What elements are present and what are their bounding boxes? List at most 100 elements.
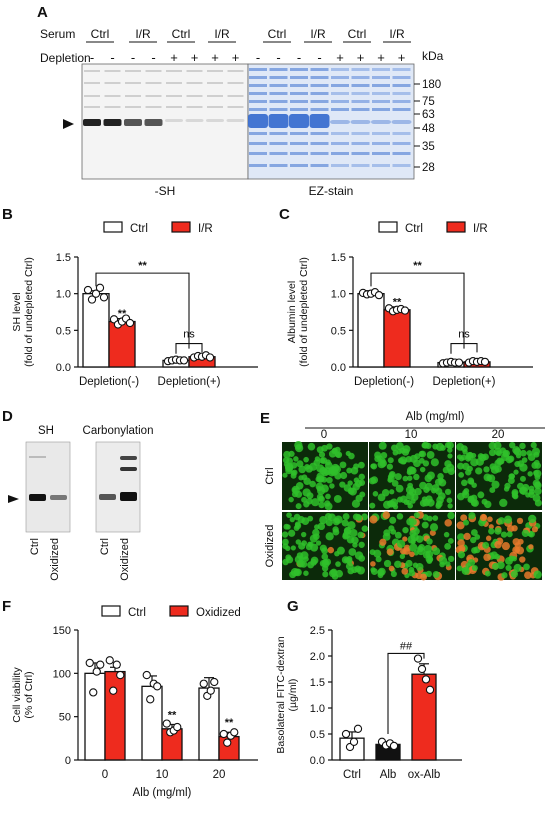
cell: [346, 467, 353, 474]
cell: [341, 519, 349, 527]
cell: [306, 498, 313, 505]
cell: [510, 570, 518, 578]
lane-label: Ctrl: [29, 538, 41, 555]
cell: [447, 538, 454, 544]
cell: [466, 451, 474, 459]
protein-band: [392, 164, 411, 167]
depletion-label: Depletion: [40, 51, 91, 65]
protein-band: [290, 76, 308, 79]
cell: [534, 462, 542, 469]
panel-c: C 0.0 0.5 1.0 1.5 Albumin level (fold of unde…: [275, 200, 550, 395]
faint-band: [145, 106, 162, 108]
cell: [493, 441, 502, 450]
cell: [488, 449, 496, 457]
protein-band: [392, 68, 411, 71]
cell: [322, 571, 329, 578]
protein-band: [249, 84, 267, 87]
cell: [468, 512, 476, 520]
bar-oxidized-0: [104, 670, 126, 761]
cell: [514, 542, 521, 549]
sig-bracket: [370, 272, 465, 349]
depletion-sign: -: [110, 50, 114, 65]
cell: [457, 551, 466, 559]
cell: [352, 542, 358, 548]
data-point: [374, 290, 384, 300]
cell: [300, 531, 307, 538]
data-point: [146, 695, 155, 704]
cell: [463, 519, 470, 526]
micrograph-oxidized-0: [281, 512, 369, 580]
faint-band: [125, 95, 141, 97]
cell: [358, 461, 365, 469]
protein-band: [310, 132, 329, 135]
protein-band: [310, 76, 329, 79]
protein-band: [351, 142, 370, 145]
cell: [368, 477, 377, 485]
faint-band: [166, 106, 182, 108]
data-point: [480, 357, 490, 367]
protein-band: [372, 100, 390, 103]
cell: [288, 496, 294, 503]
cell: [387, 457, 394, 464]
cell: [348, 452, 355, 460]
protein-band: [269, 164, 288, 167]
cell: [318, 451, 326, 458]
y-tick-label: 150: [53, 625, 71, 637]
x-category-label: Depletion(+): [158, 376, 221, 388]
protein-band: [269, 100, 288, 103]
cell: [513, 469, 519, 475]
cell: [458, 545, 466, 553]
group-label: Ctrl: [348, 27, 367, 41]
protein-band: [249, 142, 267, 145]
protein-band: [290, 132, 308, 135]
alb-title: Alb (mg/ml): [406, 411, 465, 423]
y-tick-label: 0.5: [310, 729, 325, 741]
cell: [512, 446, 521, 455]
cell: [293, 456, 299, 462]
data-point: [89, 688, 98, 697]
cell: [373, 549, 382, 558]
cell: [298, 465, 306, 474]
faint-band: [166, 70, 182, 72]
cell: [356, 566, 365, 575]
cell: [511, 490, 518, 497]
depletion-sign: +: [232, 50, 240, 65]
cell: [335, 561, 341, 567]
bar-ir-0: [108, 320, 136, 368]
cell: [370, 463, 376, 469]
cell: [471, 547, 478, 554]
faint-band: [84, 106, 100, 108]
cell: [483, 466, 490, 473]
cell: [430, 487, 437, 494]
albumin-band-ez: [289, 114, 309, 128]
cell: [426, 538, 433, 545]
y-tick-label: 1.5: [310, 677, 325, 689]
data-point: [389, 741, 399, 751]
protein-band: [331, 84, 349, 87]
blot-title: SH: [38, 425, 54, 437]
cell: [334, 550, 340, 557]
cell: [498, 458, 505, 465]
y-axis-label: (% of Ctrl): [23, 671, 35, 718]
cell: [494, 540, 502, 549]
cell: [430, 458, 439, 467]
albumin-band: [165, 119, 183, 122]
cell: [294, 522, 302, 530]
cell: [394, 560, 402, 568]
protein-band: [331, 100, 349, 103]
cell: [461, 479, 468, 487]
cell: [494, 527, 502, 535]
cell: [423, 486, 430, 493]
cell: [316, 485, 323, 492]
cell: [288, 450, 295, 458]
cell: [533, 470, 539, 476]
albumin-band-ez: [309, 114, 330, 128]
y-tick-label: 1.0: [331, 289, 346, 301]
protein-band: [290, 108, 308, 111]
cell: [515, 453, 522, 459]
cell: [326, 476, 333, 484]
cell: [513, 563, 522, 572]
cell: [503, 515, 513, 524]
cell: [357, 531, 364, 539]
